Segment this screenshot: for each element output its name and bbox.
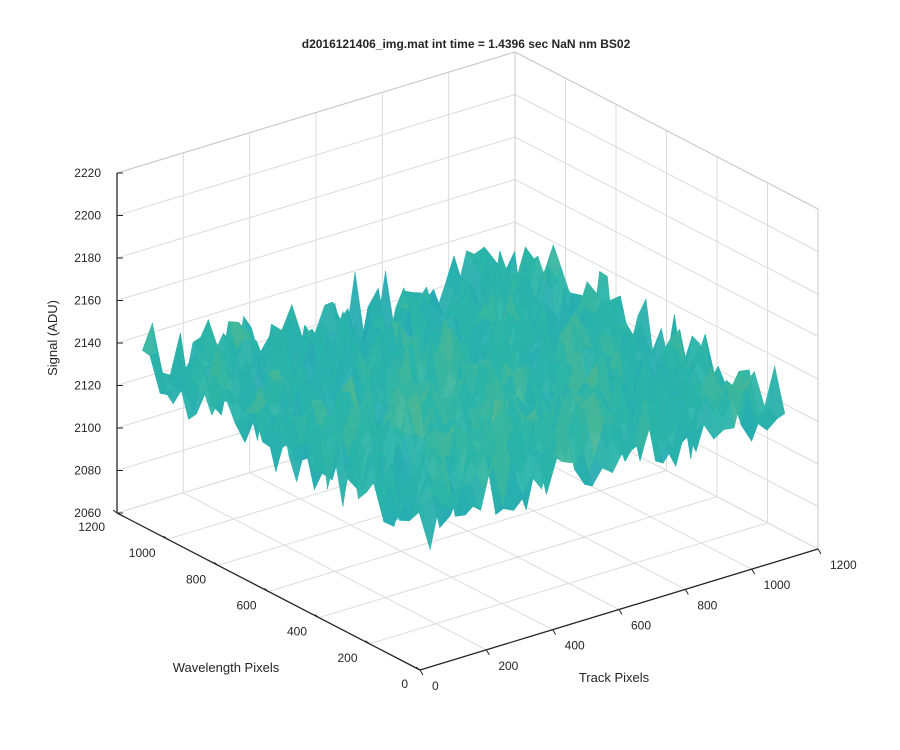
x-axis-label: Track Pixels xyxy=(579,670,650,685)
x-tick xyxy=(618,609,623,615)
z-tick-label: 2100 xyxy=(74,421,101,435)
z-tick-label: 2180 xyxy=(74,251,101,265)
x-tick xyxy=(419,669,424,676)
y-tick xyxy=(415,666,421,671)
y-tick xyxy=(314,614,320,619)
x-tick-label: 200 xyxy=(498,659,518,673)
y-tick-label: 1000 xyxy=(129,546,156,560)
x-tick-label: 400 xyxy=(565,639,585,653)
x-tick xyxy=(552,629,557,635)
grid-line-z xyxy=(116,51,819,210)
grid-line-z xyxy=(116,93,819,252)
y-tick-label: 600 xyxy=(236,599,256,613)
x-tick-label: 1000 xyxy=(764,578,791,592)
tick-labels: 0 200 400 600 800 1000 1200 0 200 400 600 800 1000 12… xyxy=(74,166,857,693)
z-tick-label: 2200 xyxy=(74,209,101,223)
z-tick-label: 2160 xyxy=(74,294,101,308)
x-tick-label: 1200 xyxy=(830,558,857,572)
x-tick xyxy=(817,548,822,555)
x-tick xyxy=(751,568,756,575)
box-edge xyxy=(116,51,516,174)
z-axis-label: Signal (ADU) xyxy=(45,300,60,376)
y-tick-label: 1200 xyxy=(78,520,105,534)
y-tick-label: 400 xyxy=(287,625,307,639)
x-tick xyxy=(684,589,689,595)
x-tick-label: 600 xyxy=(631,619,651,633)
x-tick-label: 0 xyxy=(432,679,439,693)
z-tick-label: 2140 xyxy=(74,336,101,350)
y-tick xyxy=(112,509,118,514)
z-tick-label: 2220 xyxy=(74,166,101,180)
y-axis-label: Wavelength Pixels xyxy=(173,660,280,675)
x-tick xyxy=(485,649,490,656)
y-tick xyxy=(365,640,370,645)
box-edge xyxy=(514,51,819,210)
z-tick-label: 2060 xyxy=(74,506,101,520)
x-tick-label: 800 xyxy=(697,598,717,612)
y-tick xyxy=(264,588,269,592)
surface-patch xyxy=(766,365,786,431)
z-tick-label: 2120 xyxy=(74,379,101,393)
y-tick xyxy=(213,561,219,566)
chart-title: d2016121406_img.mat int time = 1.4396 se… xyxy=(302,37,631,51)
z-tick-label: 2080 xyxy=(74,464,101,478)
surface-mesh xyxy=(142,243,786,550)
y-tick-label: 0 xyxy=(401,677,408,691)
y-tick xyxy=(163,535,168,540)
y-tick-label: 200 xyxy=(337,651,357,665)
y-tick-label: 800 xyxy=(186,572,206,586)
